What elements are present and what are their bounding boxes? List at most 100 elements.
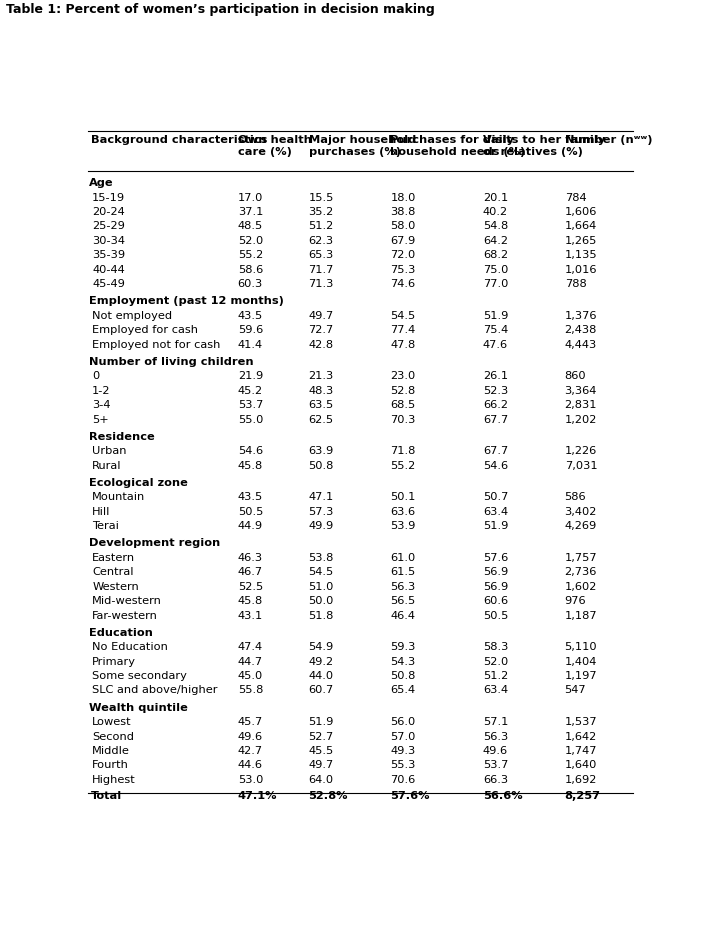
- Text: 43.1: 43.1: [238, 610, 263, 620]
- Text: Employed not for cash: Employed not for cash: [92, 339, 221, 349]
- Text: 64.0: 64.0: [309, 774, 334, 784]
- Text: 53.0: 53.0: [238, 774, 263, 784]
- Text: Education: Education: [89, 627, 153, 637]
- Text: 57.0: 57.0: [390, 731, 415, 741]
- Text: 55.2: 55.2: [238, 250, 263, 260]
- Text: 53.7: 53.7: [238, 399, 263, 410]
- Text: 49.3: 49.3: [390, 745, 415, 755]
- Text: 1,016: 1,016: [565, 264, 597, 275]
- Text: 54.6: 54.6: [238, 446, 263, 456]
- Text: 56.9: 56.9: [483, 582, 508, 591]
- Text: Central: Central: [92, 566, 134, 577]
- Text: 56.6%: 56.6%: [483, 790, 522, 801]
- Text: 20.1: 20.1: [483, 193, 508, 202]
- Text: 57.3: 57.3: [309, 506, 334, 516]
- Text: 15-19: 15-19: [92, 193, 125, 202]
- Text: 68.2: 68.2: [483, 250, 508, 260]
- Text: 56.0: 56.0: [390, 716, 415, 727]
- Text: 1,187: 1,187: [565, 610, 598, 620]
- Text: 46.4: 46.4: [390, 610, 415, 620]
- Text: 784: 784: [565, 193, 586, 202]
- Text: 58.0: 58.0: [390, 221, 415, 231]
- Text: 60.6: 60.6: [483, 596, 508, 605]
- Text: Terai: Terai: [92, 521, 119, 531]
- Text: 58.3: 58.3: [483, 642, 508, 651]
- Text: 1,664: 1,664: [565, 221, 597, 231]
- Text: 54.3: 54.3: [390, 656, 415, 666]
- Text: 45.2: 45.2: [238, 385, 263, 396]
- Text: 63.4: 63.4: [483, 506, 508, 516]
- Text: 50.5: 50.5: [238, 506, 263, 516]
- Text: 47.1%: 47.1%: [238, 790, 277, 801]
- Text: 66.3: 66.3: [483, 774, 508, 784]
- Text: 2,831: 2,831: [565, 399, 597, 410]
- Text: 1,642: 1,642: [565, 731, 597, 741]
- Text: Western: Western: [92, 582, 139, 591]
- Text: 45.5: 45.5: [309, 745, 334, 755]
- Text: 547: 547: [565, 684, 586, 695]
- Text: Not employed: Not employed: [92, 311, 172, 320]
- Text: 52.0: 52.0: [483, 656, 508, 666]
- Text: 72.0: 72.0: [390, 250, 415, 260]
- Text: 40-44: 40-44: [92, 264, 125, 275]
- Text: 976: 976: [565, 596, 586, 605]
- Text: 40.2: 40.2: [483, 207, 508, 217]
- Text: 1,202: 1,202: [565, 414, 597, 424]
- Text: 41.4: 41.4: [238, 339, 263, 349]
- Text: Development region: Development region: [89, 538, 220, 548]
- Text: 45-49: 45-49: [92, 278, 125, 289]
- Text: 48.5: 48.5: [238, 221, 263, 231]
- Text: Own health
care (%): Own health care (%): [238, 134, 311, 157]
- Text: 38.8: 38.8: [390, 207, 415, 217]
- Text: 52.3: 52.3: [483, 385, 508, 396]
- Text: 57.6: 57.6: [483, 552, 508, 563]
- Text: Number of living children: Number of living children: [89, 357, 254, 366]
- Text: 56.3: 56.3: [483, 731, 508, 741]
- Text: 51.0: 51.0: [309, 582, 334, 591]
- Text: 1,747: 1,747: [565, 745, 597, 755]
- Text: 77.4: 77.4: [390, 325, 415, 335]
- Text: Mountain: Mountain: [92, 492, 146, 502]
- Text: 55.8: 55.8: [238, 684, 263, 695]
- Text: Far-western: Far-western: [92, 610, 158, 620]
- Text: 49.6: 49.6: [483, 745, 508, 755]
- Text: 43.5: 43.5: [238, 492, 263, 502]
- Text: Mid-western: Mid-western: [92, 596, 162, 605]
- Text: 44.0: 44.0: [309, 670, 334, 681]
- Text: 1,376: 1,376: [565, 311, 597, 320]
- Text: 1,404: 1,404: [565, 656, 597, 666]
- Text: 50.7: 50.7: [483, 492, 508, 502]
- Text: 46.3: 46.3: [238, 552, 263, 563]
- Text: 60.7: 60.7: [309, 684, 334, 695]
- Text: 63.9: 63.9: [309, 446, 334, 456]
- Text: 71.7: 71.7: [309, 264, 334, 275]
- Text: 65.3: 65.3: [309, 250, 334, 260]
- Text: 50.0: 50.0: [309, 596, 334, 605]
- Text: 59.6: 59.6: [238, 325, 263, 335]
- Text: 46.7: 46.7: [238, 566, 263, 577]
- Text: 1,226: 1,226: [565, 446, 597, 456]
- Text: 55.0: 55.0: [238, 414, 263, 424]
- Text: 5+: 5+: [92, 414, 109, 424]
- Text: 50.8: 50.8: [390, 670, 415, 681]
- Text: 54.9: 54.9: [309, 642, 334, 651]
- Text: 49.7: 49.7: [309, 760, 334, 769]
- Text: 54.6: 54.6: [483, 460, 508, 470]
- Text: 49.6: 49.6: [238, 731, 263, 741]
- Text: 52.5: 52.5: [238, 582, 263, 591]
- Text: 0: 0: [92, 371, 100, 380]
- Text: Second: Second: [92, 731, 134, 741]
- Text: 7,031: 7,031: [565, 460, 598, 470]
- Text: 75.4: 75.4: [483, 325, 508, 335]
- Text: 26.1: 26.1: [483, 371, 508, 380]
- Text: 67.7: 67.7: [483, 446, 508, 456]
- Text: 1,640: 1,640: [565, 760, 597, 769]
- Text: 53.9: 53.9: [390, 521, 415, 531]
- Text: 51.9: 51.9: [309, 716, 334, 727]
- Text: Number (nʷʷ): Number (nʷʷ): [565, 134, 652, 144]
- Text: 1,197: 1,197: [565, 670, 598, 681]
- Text: 5,110: 5,110: [565, 642, 598, 651]
- Text: Fourth: Fourth: [92, 760, 129, 769]
- Text: 63.6: 63.6: [390, 506, 415, 516]
- Text: 55.2: 55.2: [390, 460, 415, 470]
